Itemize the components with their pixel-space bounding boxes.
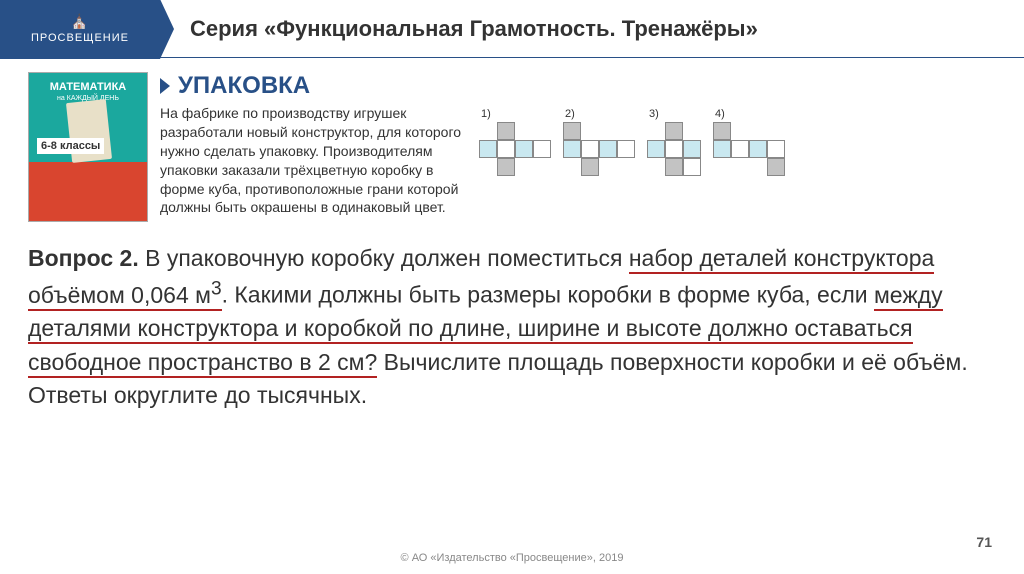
net-cell — [563, 122, 581, 140]
net-cell — [767, 122, 785, 140]
net-cell — [665, 122, 683, 140]
net-cell — [767, 140, 785, 158]
net-1: 1) — [479, 108, 551, 217]
net-cell — [665, 158, 683, 176]
net-cell — [647, 122, 665, 140]
nets-container: 1) 2) 3) 4) — [479, 104, 785, 217]
content: МАТЕМАТИКА на КАЖДЫЙ ДЕНЬ 6-8 классы УПА… — [0, 58, 1024, 412]
net-cell — [617, 140, 635, 158]
net-cell — [533, 158, 551, 176]
net-cell — [731, 122, 749, 140]
q-t2: . Какими должны быть размеры коробки в ф… — [222, 282, 874, 308]
intro-block: УПАКОВКА На фабрике по производству игру… — [160, 72, 996, 222]
header: ⛪ ПРОСВЕЩЕНИЕ Серия «Функциональная Грам… — [0, 0, 1024, 58]
header-title: Серия «Функциональная Грамотность. Трена… — [190, 16, 758, 42]
net-3: 3) — [647, 108, 701, 217]
net-cell — [599, 140, 617, 158]
net-label-2: 2) — [563, 108, 575, 120]
net-cell — [731, 140, 749, 158]
net-cell — [665, 140, 683, 158]
page-number: 71 — [976, 534, 992, 550]
net-cell — [563, 140, 581, 158]
intro-text: На фабрике по производству игрушек разра… — [160, 104, 465, 217]
net-2: 2) — [563, 108, 635, 217]
book-cover: МАТЕМАТИКА на КАЖДЫЙ ДЕНЬ 6-8 классы — [28, 72, 148, 222]
net-cell — [497, 140, 515, 158]
question-label: Вопрос 2. — [28, 245, 139, 271]
net-cell — [617, 122, 635, 140]
net-cell — [599, 122, 617, 140]
net-cell — [581, 158, 599, 176]
intro-row: На фабрике по производству игрушек разра… — [160, 104, 996, 217]
net-cell — [497, 122, 515, 140]
net-cell — [479, 122, 497, 140]
top-section: МАТЕМАТИКА на КАЖДЫЙ ДЕНЬ 6-8 классы УПА… — [28, 72, 996, 222]
net-cell — [497, 158, 515, 176]
net-cell — [533, 122, 551, 140]
net-cell — [563, 158, 581, 176]
net-cell — [767, 158, 785, 176]
net-cell — [515, 158, 533, 176]
book-title: МАТЕМАТИКА — [29, 81, 147, 93]
net-label-3: 3) — [647, 108, 659, 120]
net-cell — [731, 158, 749, 176]
net-cell — [683, 158, 701, 176]
net-cell — [713, 140, 731, 158]
net-cell — [749, 122, 767, 140]
net-grid-4 — [713, 122, 785, 176]
logo-text: ПРОСВЕЩЕНИЕ — [31, 32, 129, 44]
net-cell — [581, 140, 599, 158]
net-grid-1 — [479, 122, 551, 176]
net-cell — [515, 122, 533, 140]
net-4: 4) — [713, 108, 785, 217]
net-cell — [647, 140, 665, 158]
net-label-4: 4) — [713, 108, 725, 120]
net-cell — [713, 122, 731, 140]
logo-icon: ⛪ — [71, 13, 89, 30]
net-cell — [479, 140, 497, 158]
question-text: Вопрос 2. В упаковочную коробку должен п… — [28, 242, 996, 412]
net-cell — [683, 122, 701, 140]
net-label-1: 1) — [479, 108, 491, 120]
footer-copyright: © АО «Издательство «Просвещение», 2019 — [0, 552, 1024, 564]
net-cell — [599, 158, 617, 176]
net-cell — [749, 158, 767, 176]
net-cell — [647, 158, 665, 176]
bullet-icon — [160, 78, 170, 94]
net-cell — [617, 158, 635, 176]
logo-arrow — [160, 0, 174, 59]
net-cell — [515, 140, 533, 158]
publisher-logo: ⛪ ПРОСВЕЩЕНИЕ — [0, 0, 160, 59]
net-cell — [533, 140, 551, 158]
book-grade: 6-8 классы — [37, 138, 104, 154]
net-grid-3 — [647, 122, 701, 176]
q-t1: В упаковочную коробку должен поместиться — [139, 245, 629, 271]
net-grid-2 — [563, 122, 635, 176]
section-title: УПАКОВКА — [178, 72, 310, 100]
net-cell — [581, 122, 599, 140]
net-cell — [713, 158, 731, 176]
net-cell — [749, 140, 767, 158]
section-heading: УПАКОВКА — [160, 72, 996, 100]
net-cell — [683, 140, 701, 158]
net-cell — [479, 158, 497, 176]
